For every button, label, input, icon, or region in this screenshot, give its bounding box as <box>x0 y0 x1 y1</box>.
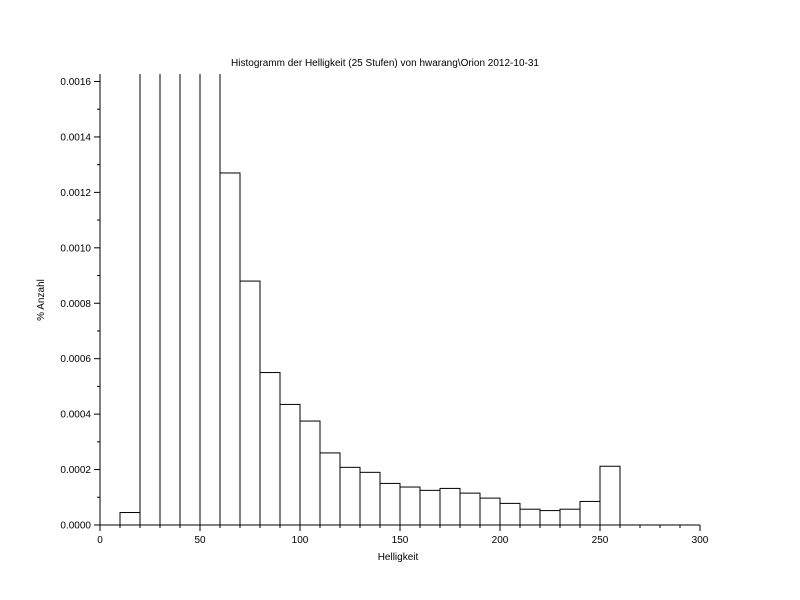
y-tick-label: 0.0010 <box>60 243 91 254</box>
histogram-bar <box>519 508 541 525</box>
histogram-bar <box>219 172 241 525</box>
x-tick-label: 300 <box>692 535 709 546</box>
histogram-bar <box>179 74 201 525</box>
x-axis-label: Helligkeit <box>378 552 419 563</box>
x-axis-ticks: 0 50 100 150 200 250 300 <box>97 525 709 546</box>
histogram-bar <box>399 486 421 525</box>
histogram-bar <box>199 74 221 525</box>
histogram-bar <box>559 508 581 525</box>
histogram-bar <box>279 403 301 525</box>
histogram-bar <box>339 466 361 525</box>
histogram-bar <box>299 420 321 525</box>
x-tick-label: 250 <box>592 535 609 546</box>
histogram-bar <box>359 471 381 525</box>
y-tick-label: 0.0002 <box>60 465 91 476</box>
histogram-bar <box>159 74 181 525</box>
histogram-bar <box>539 510 561 525</box>
y-tick-label: 0.0000 <box>60 521 91 532</box>
y-tick-label: 0.0012 <box>60 188 91 199</box>
histogram-bar <box>459 492 481 525</box>
histogram-bar <box>579 500 601 525</box>
histogram-bar <box>259 372 281 525</box>
histogram-bars <box>119 74 621 525</box>
y-axis-label: % Anzahl <box>36 279 47 321</box>
histogram-bar <box>599 465 621 525</box>
x-tick-label: 50 <box>194 535 206 546</box>
histogram-bar <box>379 482 401 525</box>
histogram-bar <box>139 74 161 525</box>
x-tick-label: 150 <box>392 535 409 546</box>
x-tick-label: 0 <box>97 535 103 546</box>
histogram-bar <box>119 512 141 525</box>
x-tick-label: 100 <box>292 535 309 546</box>
chart-title: Histogramm der Helligkeit (25 Stufen) vo… <box>231 58 539 69</box>
histogram-bar <box>419 489 441 525</box>
histogram-bar <box>479 497 501 525</box>
y-tick-label: 0.0008 <box>60 299 91 310</box>
x-tick-label: 200 <box>492 535 509 546</box>
histogram-bar <box>239 280 261 525</box>
histogram-bar <box>439 487 461 525</box>
y-tick-label: 0.0004 <box>60 410 91 421</box>
histogram-bar <box>319 452 341 525</box>
y-tick-label: 0.0006 <box>60 354 91 365</box>
histogram-bar <box>499 502 521 525</box>
y-axis-ticks: 0.0000 0.0002 0.0004 0.0006 0.0008 0.0010 0.00… <box>60 77 100 532</box>
y-tick-label: 0.0016 <box>60 77 91 88</box>
y-tick-label: 0.0014 <box>60 132 91 143</box>
